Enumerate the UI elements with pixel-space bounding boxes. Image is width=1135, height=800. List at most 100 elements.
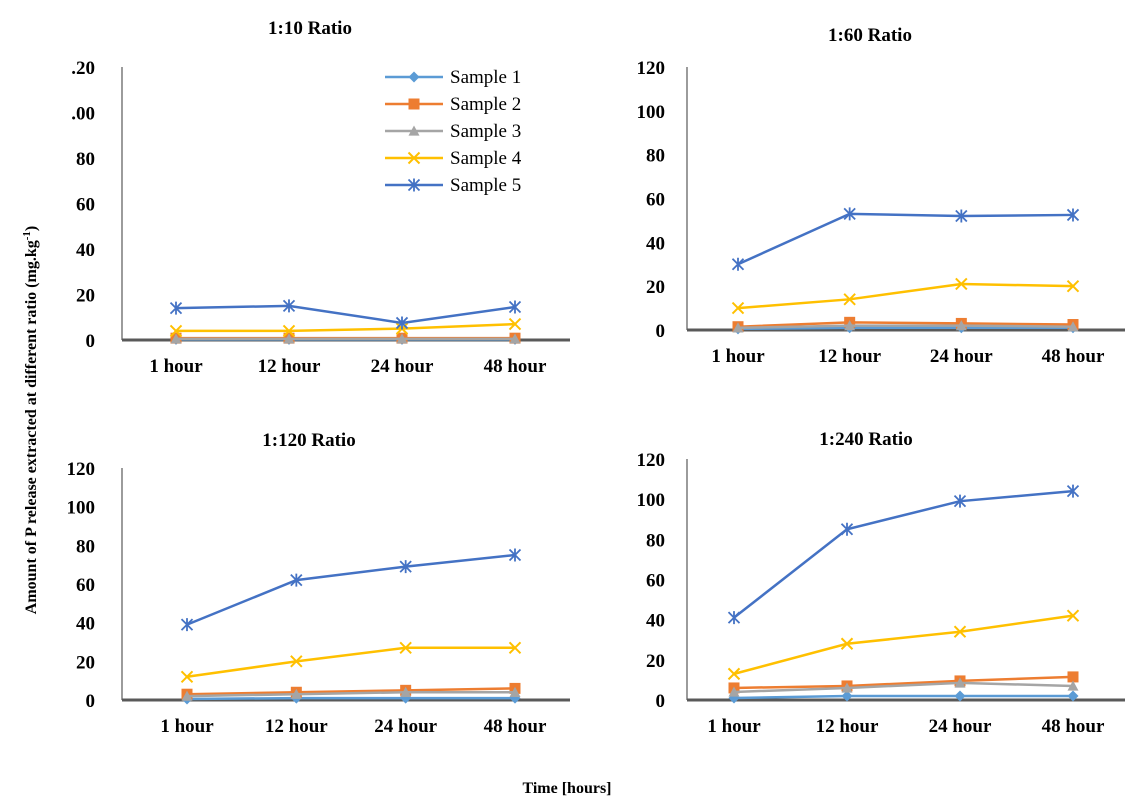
data-point-sample-4 <box>840 637 854 650</box>
data-point-sample-3 <box>732 322 744 333</box>
chart-title: 1:10 Ratio <box>268 18 352 39</box>
series-sample-5 <box>727 484 1080 625</box>
data-point-sample-3 <box>954 677 966 688</box>
data-point-sample-3 <box>955 320 967 331</box>
series-sample-4 <box>169 317 522 338</box>
chart-panel-1-10-ratio: 1:10 Ratio 0 20 40 60 80 .00 .20 1 hour 12 hour 24… <box>71 18 570 377</box>
x-tick-label: 1 hour <box>711 346 765 367</box>
data-point-sample-5 <box>731 257 745 271</box>
data-point-sample-5 <box>840 522 854 536</box>
data-point-sample-3 <box>509 686 521 697</box>
data-point-sample-4 <box>953 625 967 638</box>
data-point-sample-4 <box>508 641 522 655</box>
series-line-sample-3 <box>733 681 1074 694</box>
x-tick-label: 48 hour <box>1042 346 1105 367</box>
legend-marker <box>408 125 420 136</box>
legend-marker <box>408 98 420 110</box>
y-tick-label: 60 <box>646 571 665 592</box>
chart-panel-1-60-ratio: 1:60 Ratio 0 20 40 60 80 100 120 1 hour 12 hour 24… <box>637 25 1125 367</box>
data-point-sample-3 <box>1067 680 1079 691</box>
chart-title: 1:240 Ratio <box>819 429 912 450</box>
y-tick-label: 100 <box>637 102 666 123</box>
data-point-sample-3 <box>400 686 412 697</box>
legend-label: Sample 4 <box>450 148 522 169</box>
chart-panel-1-120-ratio: 1:120 Ratio 0 20 40 60 80 100 120 1 hour 12 hour 2… <box>67 430 570 737</box>
data-point-sample-5 <box>727 611 741 625</box>
y-tick-label: 40 <box>646 611 665 632</box>
data-point-sample-4 <box>955 277 968 291</box>
data-point-sample-4 <box>843 293 856 306</box>
legend-marker <box>408 71 420 83</box>
y-tick-label: 120 <box>67 459 96 480</box>
series-line-sample-2 <box>733 675 1074 690</box>
panels: 1:10 Ratio 0 20 40 60 80 .00 .20 1 hour 12 hour 24… <box>67 18 1125 737</box>
y-tick-label: 100 <box>67 498 96 519</box>
series-line-sample-4 <box>186 646 515 679</box>
y-tick-label: 20 <box>76 652 95 673</box>
data-point-sample-4 <box>1066 609 1080 622</box>
data-point-sample-5 <box>955 209 968 223</box>
data-point-sample-5 <box>843 207 856 221</box>
x-tick-label: 24 hour <box>374 716 437 737</box>
data-point-sample-4 <box>180 670 194 684</box>
x-tick-label: 12 hour <box>265 716 328 737</box>
x-tick-label: 1 hour <box>707 716 761 737</box>
y-axis-title: Amount of P release extracted at differe… <box>21 226 40 614</box>
data-point-sample-3 <box>841 682 853 693</box>
series-sample-4 <box>180 641 522 684</box>
data-point-sample-5 <box>395 316 409 330</box>
y-tick-label: 20 <box>646 651 665 672</box>
series-line-sample-5 <box>186 553 516 626</box>
y-tick-label: 80 <box>646 146 665 167</box>
y-tick-label: 0 <box>656 321 666 342</box>
legend-label: Sample 1 <box>450 67 521 88</box>
data-point-sample-4 <box>1066 279 1080 293</box>
chart-panel-1-240-ratio: 1:240 Ratio 0 20 40 60 80 100 120 1 hour 12 hour 2… <box>637 429 1125 737</box>
y-tick-label: 0 <box>86 691 96 712</box>
data-point-sample-3 <box>181 690 193 701</box>
y-tick-label: 0 <box>86 331 96 352</box>
x-tick-label: 48 hour <box>484 716 547 737</box>
data-point-sample-4 <box>508 317 522 331</box>
y-tick-label: 60 <box>646 190 665 211</box>
series-line-sample-4 <box>733 614 1074 676</box>
legend-label: Sample 2 <box>450 94 521 115</box>
legend-item-sample-4: Sample 4 <box>385 148 522 169</box>
series-sample-3 <box>728 677 1079 697</box>
y-tick-label: .00 <box>71 104 95 125</box>
y-tick-label: 40 <box>76 240 95 261</box>
data-point-sample-5 <box>180 618 194 632</box>
y-tick-label: 80 <box>646 530 665 551</box>
y-tick-label: 20 <box>76 286 95 307</box>
chart-title: 1:120 Ratio <box>262 430 355 451</box>
data-point-sample-4 <box>399 641 412 655</box>
series-sample-4 <box>727 609 1080 681</box>
data-point-sample-4 <box>282 324 296 338</box>
legend-item-sample-5: Sample 5 <box>385 175 521 196</box>
series-line-sample-3 <box>186 691 515 698</box>
legend-item-sample-1: Sample 1 <box>385 67 521 88</box>
data-point-sample-4 <box>731 301 745 315</box>
data-point-sample-1 <box>841 690 853 702</box>
y-tick-label: 80 <box>76 536 95 557</box>
data-point-sample-5 <box>282 299 296 313</box>
y-tick-label: 120 <box>637 58 666 79</box>
legend-item-sample-3: Sample 3 <box>385 121 521 142</box>
series-line-sample-5 <box>737 212 1074 266</box>
data-point-sample-4 <box>727 667 741 681</box>
series-line-sample-1 <box>733 694 1073 700</box>
series-line-sample-2 <box>186 687 516 696</box>
series-sample-5 <box>731 207 1080 271</box>
series-sample-3 <box>732 320 1079 333</box>
y-tick-label: 80 <box>76 149 95 170</box>
series-line-sample-4 <box>737 282 1074 310</box>
legend-marker <box>407 151 421 165</box>
series-line-sample-5 <box>733 489 1074 619</box>
x-tick-label: 48 hour <box>484 356 547 377</box>
data-point-sample-3 <box>728 686 740 697</box>
y-tick-label: .20 <box>71 58 95 79</box>
legend-label: Sample 5 <box>450 175 521 196</box>
series-sample-4 <box>731 277 1080 315</box>
x-tick-label: 1 hour <box>160 716 214 737</box>
